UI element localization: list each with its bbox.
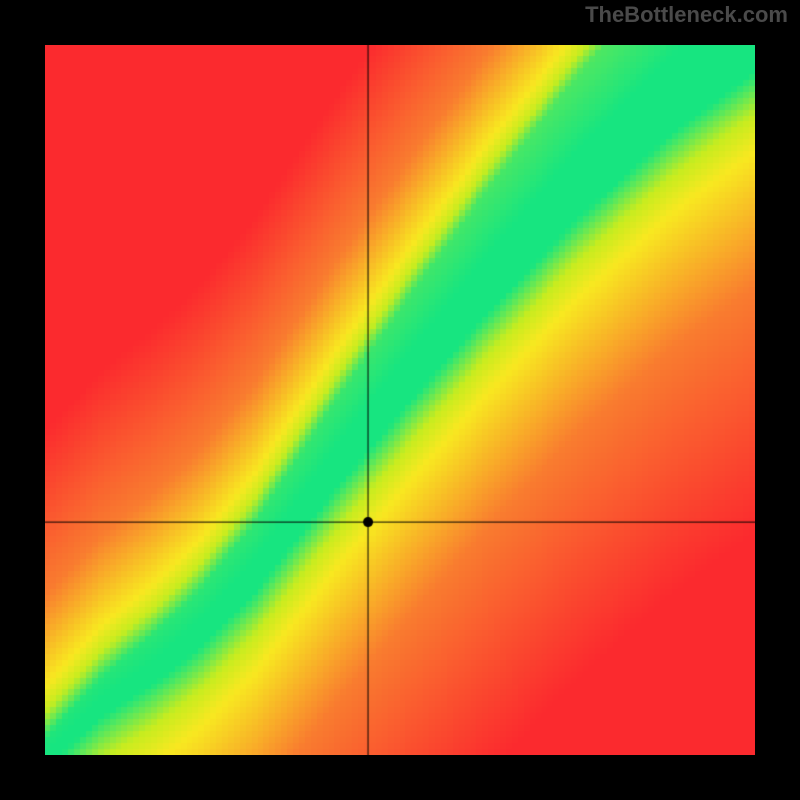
chart-container: TheBottleneck.com [0, 0, 800, 800]
bottleneck-heatmap [45, 45, 755, 755]
watermark-text: TheBottleneck.com [585, 2, 788, 28]
